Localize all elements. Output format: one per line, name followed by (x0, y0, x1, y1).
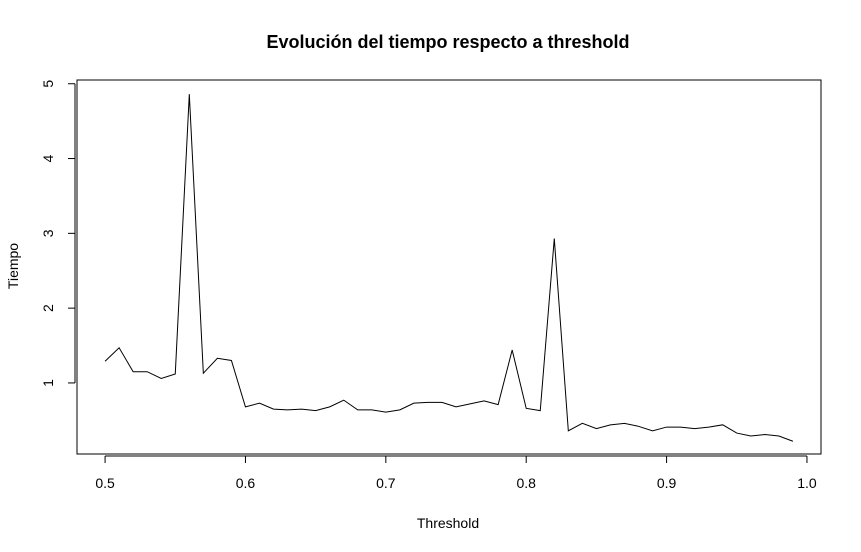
x-tick-label: 0.6 (236, 475, 256, 491)
y-tick-label: 3 (40, 229, 56, 237)
y-tick-label: 2 (40, 304, 56, 312)
y-tick-label: 1 (40, 379, 56, 387)
y-axis: 1 2 3 4 5 (40, 80, 76, 387)
x-tick-label: 0.9 (657, 475, 677, 491)
x-tick-label: 0.7 (376, 475, 396, 491)
x-tick-label: 0.8 (516, 475, 536, 491)
series-line-tiempo (104, 94, 794, 442)
chart-title: Evolución del tiempo respecto a threshol… (266, 32, 629, 52)
x-tick-label: 1.0 (797, 475, 817, 491)
x-axis-label: Threshold (417, 515, 479, 531)
y-tick-label: 4 (40, 154, 56, 162)
x-tick-label: 0.5 (95, 475, 115, 491)
x-axis: 0.5 0.6 0.7 0.8 0.9 1.0 (95, 455, 817, 491)
y-tick-label: 5 (40, 80, 56, 88)
plot-area-frame (76, 79, 822, 455)
y-axis-label: Tiempo (5, 243, 21, 289)
